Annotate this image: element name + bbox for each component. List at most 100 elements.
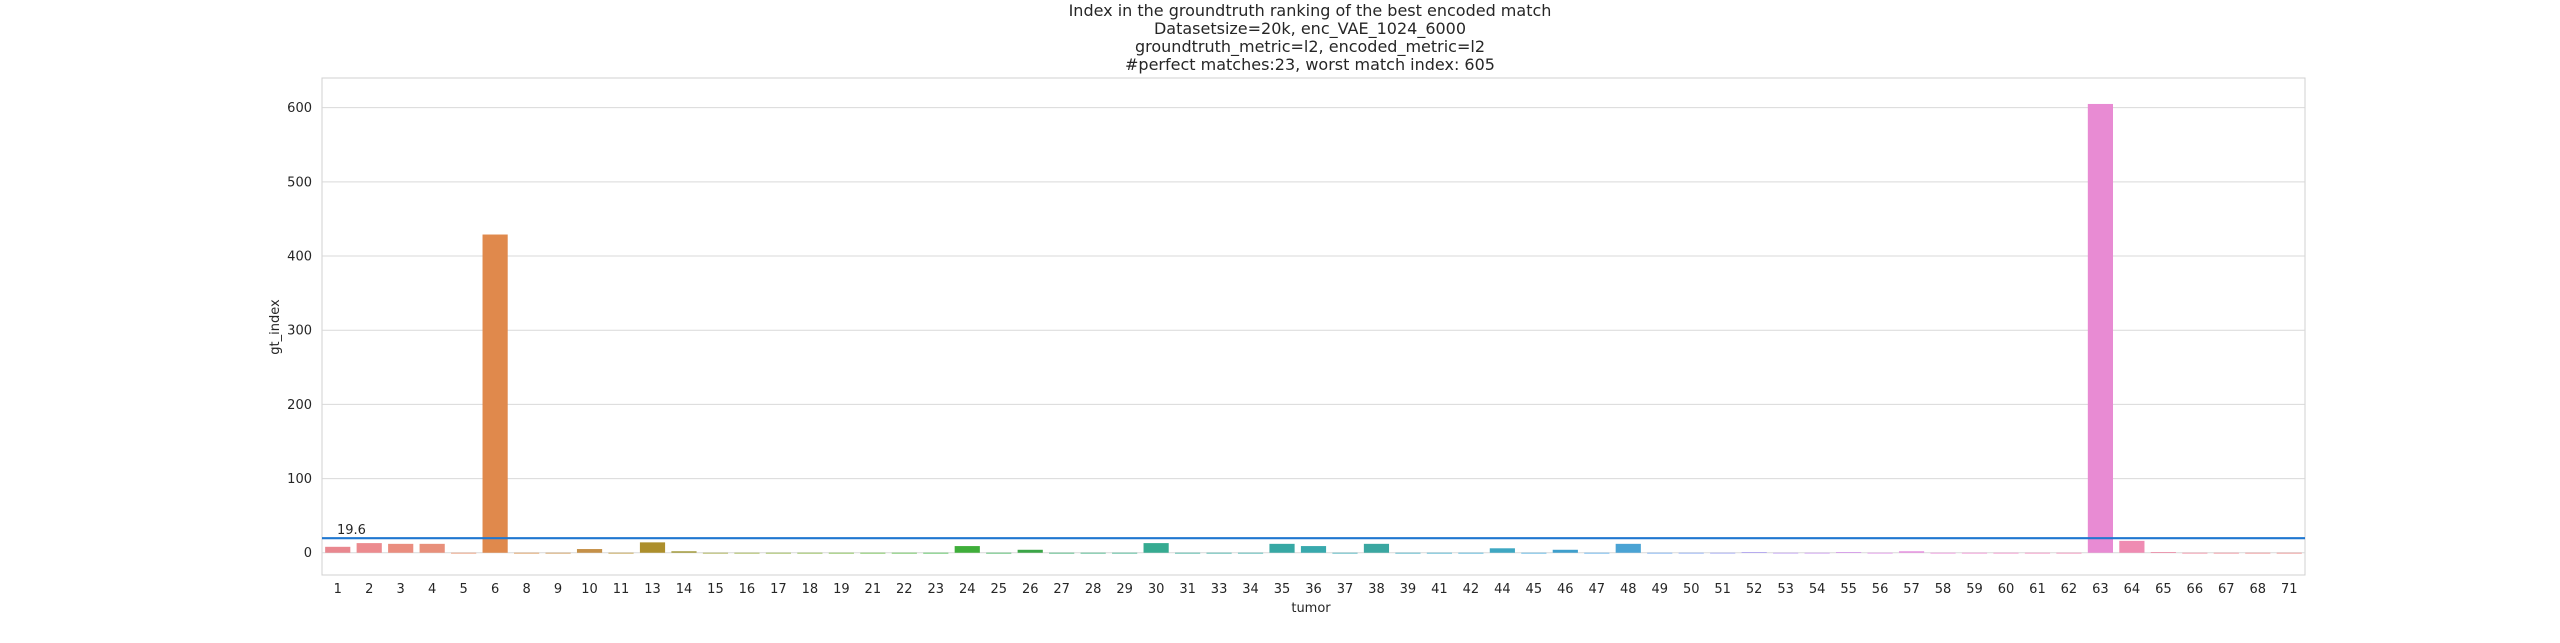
chart-title-line-4: #perfect matches:23, worst match index: … bbox=[1125, 55, 1495, 74]
y-tick-label: 100 bbox=[287, 472, 312, 487]
x-tick-label: 11 bbox=[613, 582, 630, 597]
x-tick-label: 58 bbox=[1935, 582, 1952, 597]
bar-tumor-56 bbox=[1867, 552, 1893, 554]
x-tick-label: 48 bbox=[1620, 582, 1637, 597]
x-tick-label: 26 bbox=[1022, 582, 1039, 597]
x-tick-label: 19 bbox=[833, 582, 850, 597]
bar-tumor-71 bbox=[2276, 552, 2302, 554]
bar-tumor-47 bbox=[1584, 552, 1610, 554]
bar-tumor-38 bbox=[1363, 543, 1390, 553]
bar-tumor-52 bbox=[1741, 552, 1767, 553]
y-tick-label: 500 bbox=[287, 175, 312, 190]
x-tick-label: 21 bbox=[865, 582, 882, 597]
plot-area bbox=[321, 77, 2306, 576]
bar-tumor-66 bbox=[2182, 552, 2208, 554]
bar-tumor-50 bbox=[1678, 552, 1704, 554]
chart-title-line-3: groundtruth_metric=l2, encoded_metric=l2 bbox=[1135, 37, 1485, 57]
bar-tumor-14 bbox=[671, 551, 697, 553]
x-tick-label: 57 bbox=[1903, 582, 1920, 597]
x-tick-label: 51 bbox=[1714, 582, 1731, 597]
x-tick-label: 2 bbox=[365, 582, 373, 597]
bar-tumor-17 bbox=[765, 552, 791, 554]
x-tick-label: 55 bbox=[1840, 582, 1857, 597]
x-tick-label: 67 bbox=[2218, 582, 2235, 597]
bar-tumor-35 bbox=[1269, 543, 1295, 553]
chart-title: Index in the groundtruth ranking of the … bbox=[1069, 1, 1552, 74]
bar-tumor-13 bbox=[639, 542, 666, 553]
x-tick-label: 8 bbox=[522, 582, 530, 597]
bar-tumor-25 bbox=[986, 552, 1012, 554]
bar-tumor-58 bbox=[1930, 552, 1956, 554]
x-tick-label: 14 bbox=[676, 582, 693, 597]
x-tick-label: 60 bbox=[1998, 582, 2015, 597]
gridlines bbox=[322, 107, 2305, 554]
x-tick-label: 3 bbox=[397, 582, 405, 597]
bar-tumor-54 bbox=[1804, 552, 1830, 554]
bar-tumor-6 bbox=[482, 234, 508, 553]
bar-tumor-28 bbox=[1080, 552, 1106, 554]
bar-tumor-33 bbox=[1206, 552, 1232, 554]
x-tick-label: 24 bbox=[959, 582, 976, 597]
bar-tumor-21 bbox=[860, 552, 886, 554]
x-tick-label: 18 bbox=[802, 582, 819, 597]
chart-title-line-1: Index in the groundtruth ranking of the … bbox=[1069, 1, 1552, 20]
x-tick-label: 28 bbox=[1085, 582, 1102, 597]
y-axis-label: gt_index bbox=[268, 299, 283, 355]
chart-title-line-2: Datasetsize=20k, enc_VAE_1024_6000 bbox=[1154, 19, 1466, 39]
x-tick-label: 25 bbox=[990, 582, 1007, 597]
x-tick-label: 15 bbox=[707, 582, 724, 597]
bar-tumor-23 bbox=[923, 552, 949, 554]
x-tick-label: 52 bbox=[1746, 582, 1763, 597]
x-tick-label: 47 bbox=[1589, 582, 1606, 597]
bar-tumor-61 bbox=[2024, 552, 2051, 554]
x-tick-label: 63 bbox=[2092, 582, 2109, 597]
bar-tumor-42 bbox=[1458, 552, 1484, 554]
bar-tumor-46 bbox=[1552, 549, 1578, 553]
bar-tumor-19 bbox=[828, 552, 854, 554]
x-tick-label: 9 bbox=[554, 582, 562, 597]
x-tick-label: 44 bbox=[1494, 582, 1511, 597]
x-tick-label: 71 bbox=[2281, 582, 2298, 597]
x-tick-label: 39 bbox=[1400, 582, 1417, 597]
bar-tumor-31 bbox=[1175, 552, 1201, 554]
bar-tumor-36 bbox=[1300, 546, 1327, 553]
x-tick-label: 30 bbox=[1148, 582, 1165, 597]
bar-tumor-49 bbox=[1647, 552, 1673, 554]
x-tick-label: 65 bbox=[2155, 582, 2172, 597]
bar-tumor-4 bbox=[419, 543, 445, 553]
bar-tumor-27 bbox=[1049, 552, 1075, 554]
x-tick-label: 29 bbox=[1116, 582, 1133, 597]
x-tick-label: 45 bbox=[1526, 582, 1543, 597]
x-tick-label: 31 bbox=[1179, 582, 1196, 597]
x-tick-label: 36 bbox=[1305, 582, 1322, 597]
x-tick-label: 56 bbox=[1872, 582, 1889, 597]
y-tick-label: 600 bbox=[287, 101, 312, 116]
x-tick-label: 62 bbox=[2061, 582, 2078, 597]
x-axis-label: tumor bbox=[1291, 601, 1331, 616]
x-tick-label: 42 bbox=[1463, 582, 1480, 597]
x-tick-label: 50 bbox=[1683, 582, 1700, 597]
bar-tumor-24 bbox=[954, 546, 980, 553]
bar-tumor-29 bbox=[1112, 552, 1138, 554]
x-tick-label: 1 bbox=[334, 582, 342, 597]
bar-tumor-26 bbox=[1017, 549, 1043, 553]
bar-tumor-64 bbox=[2119, 540, 2145, 553]
bar-tumor-55 bbox=[1836, 552, 1862, 553]
bars bbox=[325, 103, 2302, 554]
x-tick-label: 59 bbox=[1966, 582, 1983, 597]
x-tick-label: 27 bbox=[1053, 582, 1070, 597]
x-tick-label: 35 bbox=[1274, 582, 1291, 597]
y-axis-ticks: 0 100 200 300 400 500 600 bbox=[287, 101, 312, 561]
x-tick-label: 68 bbox=[2250, 582, 2267, 597]
x-tick-label: 23 bbox=[928, 582, 945, 597]
x-tick-label: 6 bbox=[491, 582, 499, 597]
bar-tumor-15 bbox=[702, 552, 729, 554]
x-tick-label: 33 bbox=[1211, 582, 1228, 597]
bar-tumor-22 bbox=[891, 552, 917, 554]
bar-tumor-65 bbox=[2150, 552, 2176, 553]
y-tick-label: 0 bbox=[304, 546, 312, 561]
bar-tumor-1 bbox=[325, 546, 351, 553]
x-tick-label: 46 bbox=[1557, 582, 1574, 597]
bar-tumor-3 bbox=[388, 543, 414, 553]
